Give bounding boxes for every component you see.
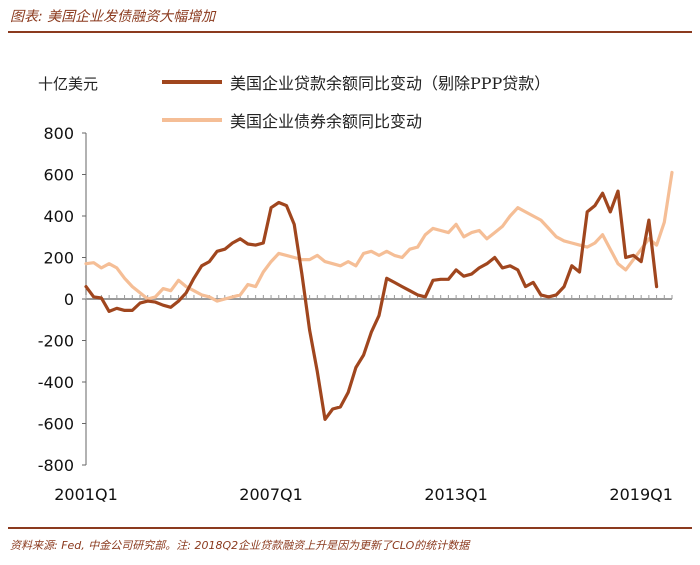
series-line-loans [84,189,659,421]
legend-label-loans: 美国企业贷款余额同比变动（剔除PPP贷款） [230,74,551,93]
y-tick-label: 200 [43,249,74,268]
x-tick-label: 2001Q1 [54,485,118,504]
y-tick-label: 400 [43,207,74,226]
y-tick-label: 600 [43,166,74,185]
x-tick-label: 2019Q1 [609,485,673,504]
y-unit-label: 十亿美元 [38,75,99,93]
legend-swatch-bonds [162,118,222,122]
legend-swatch-loans [162,80,222,84]
series-line-bonds [84,170,674,303]
x-tick-label: 2013Q1 [424,485,488,504]
y-tick-label: -600 [38,415,74,434]
footer-rule [8,527,692,529]
chart-legend: 美国企业贷款余额同比变动（剔除PPP贷款） 美国企业债券余额同比变动 [162,70,550,146]
y-tick-label: 0 [64,290,74,309]
y-tick-label: 800 [43,124,74,143]
title-rule [8,31,692,33]
legend-item-loans: 美国企业贷款余额同比变动（剔除PPP贷款） [162,70,550,94]
legend-item-bonds: 美国企业债券余额同比变动 [162,108,550,132]
source-note: 资料来源: Fed, 中金公司研究部。注: 2018Q2企业贷款融资上升是因为更… [10,539,470,552]
y-tick-label: -200 [38,332,74,351]
x-tick-label: 2007Q1 [239,485,303,504]
legend-label-bonds: 美国企业债券余额同比变动 [230,112,423,131]
figure-title: 图表: 美国企业发债融资大幅增加 [10,9,216,25]
y-tick-label: -400 [38,373,74,392]
y-tick-label: -800 [38,456,74,475]
